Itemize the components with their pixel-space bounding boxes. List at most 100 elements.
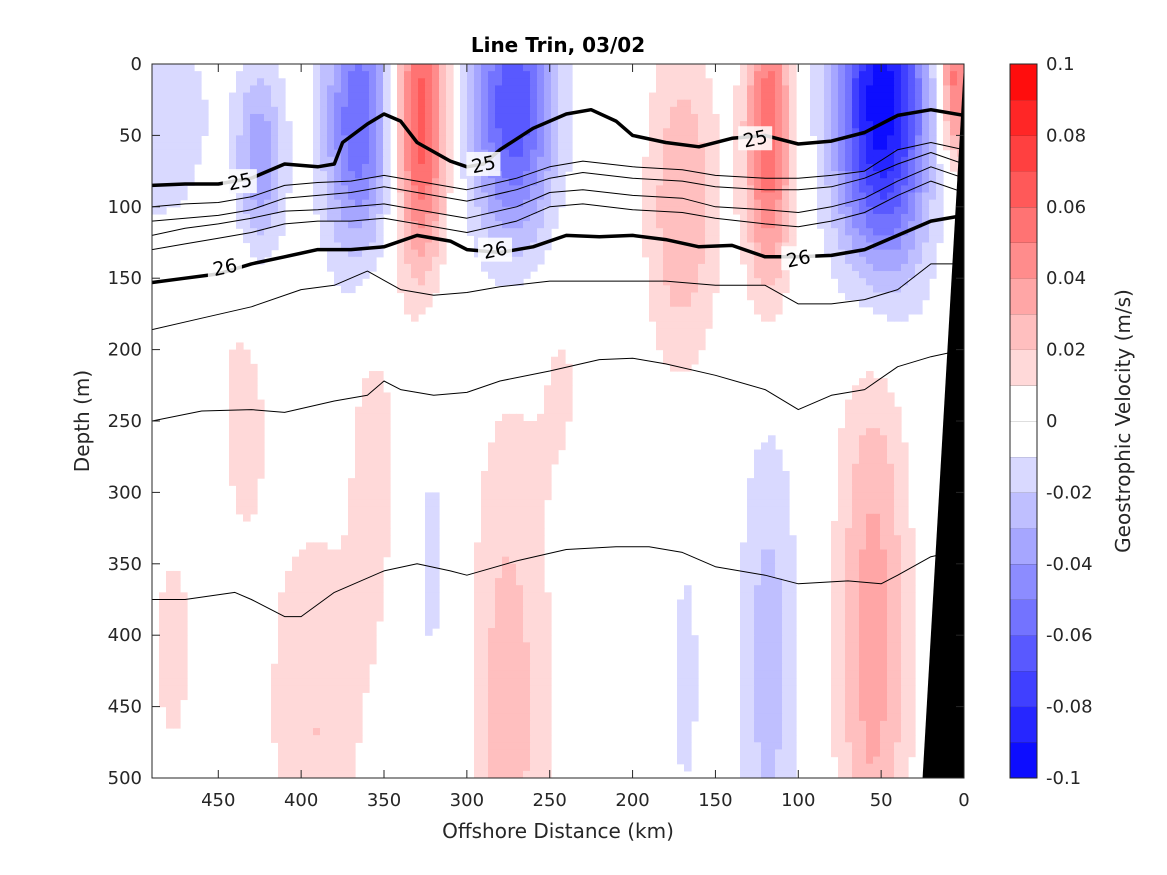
velocity-cell xyxy=(852,706,860,715)
velocity-cell xyxy=(495,670,503,679)
velocity-cell xyxy=(537,428,545,436)
velocity-cell xyxy=(831,585,839,593)
velocity-cell xyxy=(929,135,937,144)
velocity-cell xyxy=(236,121,244,129)
velocity-cell xyxy=(810,92,818,101)
velocity-cell xyxy=(894,749,902,758)
velocity-cell xyxy=(831,71,839,79)
velocity-cell xyxy=(677,749,685,758)
velocity-cell xyxy=(817,128,825,136)
velocity-cell xyxy=(747,192,755,201)
velocity-cell xyxy=(383,492,391,501)
velocity-cell xyxy=(950,128,958,136)
velocity-cell xyxy=(460,163,468,172)
velocity-cell xyxy=(859,64,867,72)
velocity-cell xyxy=(271,670,279,679)
velocity-cell xyxy=(894,549,902,558)
velocity-cell xyxy=(509,113,517,122)
velocity-cell xyxy=(278,185,286,194)
velocity-cell xyxy=(782,513,790,522)
velocity-cell xyxy=(922,64,930,72)
velocity-cell xyxy=(474,113,482,122)
velocity-cell xyxy=(873,256,881,265)
velocity-cell xyxy=(278,678,286,686)
velocity-cell xyxy=(495,213,503,222)
velocity-cell xyxy=(474,228,482,236)
velocity-cell xyxy=(467,206,475,215)
velocity-cell xyxy=(481,742,489,751)
velocity-cell xyxy=(173,692,181,701)
velocity-cell xyxy=(495,592,503,601)
velocity-cell xyxy=(243,442,251,451)
velocity-cell xyxy=(747,606,755,615)
velocity-cell xyxy=(467,135,475,144)
velocity-cell xyxy=(761,485,769,493)
velocity-cell xyxy=(530,156,538,165)
velocity-cell xyxy=(166,171,174,179)
velocity-cell xyxy=(341,692,349,701)
velocity-cell xyxy=(432,620,440,629)
velocity-cell xyxy=(922,121,930,129)
velocity-cell xyxy=(271,213,279,222)
velocity-cell xyxy=(411,306,419,315)
velocity-cell xyxy=(747,613,755,622)
velocity-cell xyxy=(754,263,762,272)
velocity-cell xyxy=(236,156,244,165)
velocity-cell xyxy=(418,64,426,72)
velocity-cell xyxy=(670,299,678,308)
velocity-cell xyxy=(901,685,909,693)
velocity-cell xyxy=(908,256,916,265)
velocity-cell xyxy=(887,242,895,251)
velocity-cell xyxy=(173,199,181,208)
velocity-cell xyxy=(236,378,244,386)
velocity-cell xyxy=(789,106,797,115)
velocity-cell xyxy=(761,171,769,179)
velocity-cell xyxy=(229,142,237,151)
velocity-cell xyxy=(523,699,531,708)
velocity-cell xyxy=(418,256,426,265)
velocity-cell xyxy=(411,106,419,115)
velocity-cell xyxy=(544,463,552,472)
velocity-cell xyxy=(173,635,181,643)
velocity-cell xyxy=(852,513,860,522)
velocity-cell xyxy=(502,449,510,458)
velocity-cell xyxy=(768,213,776,222)
velocity-cell xyxy=(509,185,517,194)
velocity-cell xyxy=(894,178,902,186)
velocity-cell xyxy=(243,428,251,436)
velocity-cell xyxy=(782,285,790,294)
velocity-cell xyxy=(425,263,433,272)
velocity-cell xyxy=(516,156,524,165)
velocity-cell xyxy=(950,121,958,129)
contour-label-background xyxy=(738,126,773,151)
velocity-cell xyxy=(509,770,517,778)
velocity-cell xyxy=(782,149,790,158)
velocity-cell xyxy=(649,171,657,179)
velocity-cell xyxy=(166,628,174,636)
velocity-cell xyxy=(313,649,321,658)
velocity-cell xyxy=(880,599,888,608)
velocity-cell xyxy=(845,749,853,758)
velocity-cell xyxy=(747,92,755,101)
velocity-cell xyxy=(530,699,538,708)
velocity-cell xyxy=(292,578,300,586)
velocity-cell xyxy=(712,178,720,186)
velocity-cell xyxy=(425,563,433,572)
velocity-cell xyxy=(383,435,391,444)
velocity-cell xyxy=(789,556,797,565)
velocity-cell xyxy=(495,106,503,115)
velocity-cell xyxy=(320,606,328,615)
velocity-cell xyxy=(887,285,895,294)
velocity-cell xyxy=(782,699,790,708)
velocity-cell xyxy=(670,106,678,115)
velocity-cell xyxy=(502,585,510,593)
velocity-cell xyxy=(341,278,349,286)
velocity-cell xyxy=(334,249,342,258)
velocity-cell xyxy=(775,192,783,201)
velocity-cell xyxy=(509,713,517,722)
velocity-cell xyxy=(901,542,909,551)
velocity-cell xyxy=(250,85,258,94)
velocity-cell xyxy=(691,356,699,365)
velocity-cell xyxy=(838,528,846,536)
velocity-cell xyxy=(530,735,538,743)
